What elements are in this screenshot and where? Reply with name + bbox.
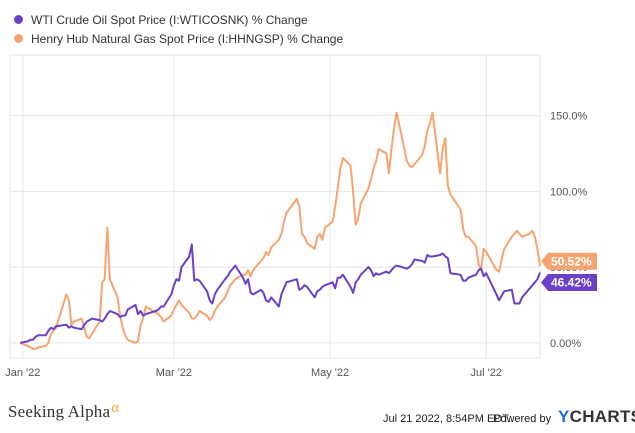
- x-tick-label: May '22: [311, 367, 349, 379]
- ycharts-y-mark: Y: [558, 407, 570, 426]
- x-tick-label: Jul '22: [471, 367, 502, 379]
- end-value-badge: [541, 252, 597, 270]
- end-value-text: 50.52%: [551, 254, 592, 268]
- legend-swatch-gas: [14, 34, 23, 43]
- alpha-icon: α: [111, 400, 120, 416]
- x-tick-label: Jan '22: [5, 367, 40, 379]
- x-tick-label: Mar '22: [156, 367, 192, 379]
- legend-swatch-wti: [14, 15, 23, 24]
- end-value-text: 46.42%: [551, 276, 592, 290]
- end-value-label-wti: 46.42%: [541, 274, 597, 292]
- end-value-label-gas: 50.52%: [541, 252, 597, 270]
- brand-text: Seeking Alpha: [8, 402, 111, 421]
- series-line-gas: [19, 111, 541, 350]
- end-value-badge: [541, 274, 597, 292]
- y-tick-label: 0.00%: [550, 338, 581, 350]
- y-tick-label: 100.0%: [550, 186, 588, 198]
- legend-item-wti[interactable]: WTI Crude Oil Spot Price (I:WTICOSNK) % …: [14, 10, 343, 29]
- legend-label-wti: WTI Crude Oil Spot Price (I:WTICOSNK) % …: [31, 12, 308, 27]
- ycharts-logo[interactable]: YCHARTS: [558, 407, 635, 427]
- ycharts-logo-text: CHARTS: [569, 407, 635, 426]
- y-tick-label: 150.0%: [550, 111, 588, 123]
- chart-legend: WTI Crude Oil Spot Price (I:WTICOSNK) % …: [14, 10, 343, 48]
- series-line-wti: [19, 243, 541, 344]
- legend-label-gas: Henry Hub Natural Gas Spot Price (I:HHNG…: [31, 31, 344, 46]
- legend-item-gas[interactable]: Henry Hub Natural Gas Spot Price (I:HHNG…: [14, 29, 343, 48]
- powered-by-text: Powered by: [493, 413, 552, 425]
- plot-area-frame: [9, 54, 541, 359]
- seeking-alpha-logo: Seeking Alphaα: [8, 400, 120, 422]
- chart-timestamp: Jul 21 2022, 8:54PM EDT.: [383, 413, 511, 425]
